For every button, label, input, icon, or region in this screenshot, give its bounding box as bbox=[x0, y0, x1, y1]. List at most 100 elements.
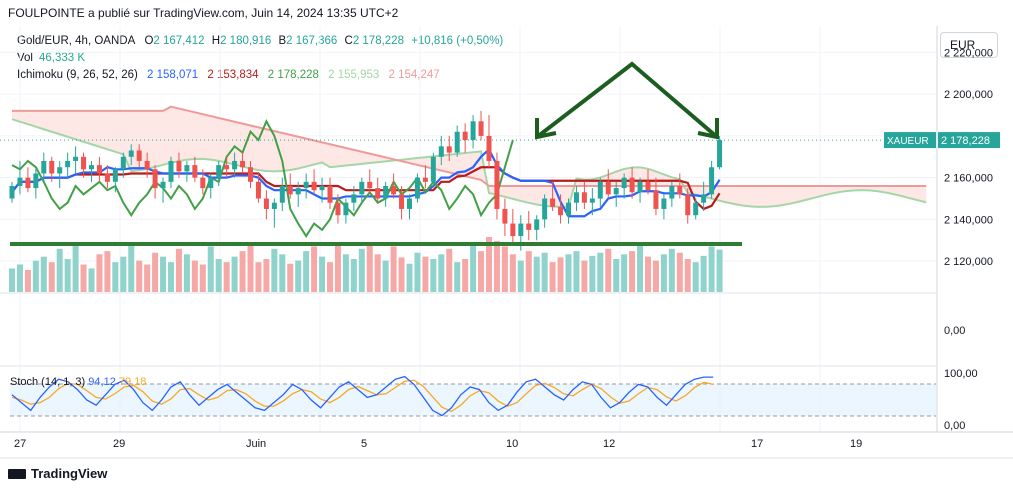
volume-bar bbox=[104, 251, 111, 292]
candle-body bbox=[295, 188, 301, 195]
candle-body bbox=[486, 135, 492, 161]
candle-body bbox=[613, 188, 619, 195]
ichimoku-legend[interactable]: Ichimoku (9, 26, 52, 26) 2 158,071 2 153… bbox=[17, 69, 446, 81]
candle-body bbox=[200, 177, 206, 189]
volume-bar bbox=[199, 264, 206, 292]
volume-bar bbox=[573, 251, 580, 292]
candle-body bbox=[216, 165, 222, 178]
volume-bar bbox=[16, 264, 23, 292]
stoch-k-value: 94,12 bbox=[88, 376, 116, 388]
volume-bar bbox=[56, 248, 63, 292]
arrow-head-left bbox=[535, 118, 557, 140]
candle-body bbox=[399, 194, 405, 209]
candle-body bbox=[518, 223, 524, 237]
arrow-head-right bbox=[697, 118, 719, 140]
volume-bar bbox=[541, 252, 548, 292]
stoch-legend[interactable]: Stoch (14, 1, 3) 94,12 79,18 bbox=[10, 376, 146, 388]
stoch-d-value: 79,18 bbox=[118, 376, 147, 388]
candle-body bbox=[494, 160, 500, 209]
chikou-line bbox=[11, 119, 514, 238]
volume-bar bbox=[136, 260, 143, 292]
candle-body bbox=[160, 181, 166, 189]
candle-body bbox=[478, 121, 484, 136]
volume-bar bbox=[668, 248, 675, 292]
candle-body bbox=[184, 165, 190, 172]
volume-bar bbox=[509, 254, 516, 292]
span-b-line bbox=[12, 105, 927, 187]
volume-bar bbox=[120, 256, 127, 292]
volume-bar bbox=[700, 255, 707, 292]
volume-bar bbox=[366, 243, 373, 292]
volume-bar bbox=[478, 251, 485, 292]
volume-bar bbox=[279, 254, 286, 292]
volume-bar bbox=[692, 262, 699, 292]
volume-bar bbox=[613, 259, 620, 292]
candle-body bbox=[526, 223, 532, 230]
candle-body bbox=[17, 177, 23, 186]
candle-body bbox=[65, 160, 71, 168]
volume-bar bbox=[72, 244, 79, 292]
tradingview-logo[interactable]: TradingView bbox=[8, 466, 107, 481]
candle-body bbox=[550, 198, 556, 207]
volume-bar bbox=[255, 262, 262, 292]
volume-bar bbox=[382, 260, 389, 292]
candle-body bbox=[144, 160, 150, 170]
span-b-value: 2 154,247 bbox=[388, 69, 440, 81]
date-tick-label: 10 bbox=[506, 438, 518, 450]
candle-body bbox=[232, 160, 238, 170]
volume-bar bbox=[645, 256, 651, 292]
volume-bar bbox=[239, 251, 246, 292]
volume-bar bbox=[350, 259, 357, 292]
volume-bar bbox=[517, 260, 524, 292]
volume-bar bbox=[295, 260, 302, 292]
volume-bar bbox=[557, 257, 564, 292]
ichimoku-label: Ichimoku (9, 26, 52, 26) bbox=[17, 69, 138, 81]
candle-body bbox=[677, 186, 683, 195]
candle-body bbox=[597, 181, 603, 199]
candle-body bbox=[303, 181, 309, 189]
volume-bar bbox=[168, 262, 174, 292]
volume-bar bbox=[96, 254, 103, 292]
candle-body bbox=[33, 173, 39, 189]
candle-body bbox=[446, 146, 452, 153]
currency-button[interactable]: EUR bbox=[940, 32, 998, 58]
candle-body bbox=[502, 208, 508, 224]
volume-bar bbox=[462, 259, 469, 292]
candle-body bbox=[542, 198, 548, 220]
candle-body bbox=[430, 156, 436, 182]
volume-bar bbox=[175, 248, 182, 292]
volume-bar bbox=[470, 244, 477, 292]
candle-body bbox=[255, 181, 261, 199]
volume-bar bbox=[708, 246, 715, 292]
volume-bar bbox=[486, 237, 492, 292]
candle-body bbox=[709, 167, 715, 195]
tenkan-value: 2 158,071 bbox=[147, 69, 199, 81]
price-tag-value: 2 178,228 bbox=[941, 135, 990, 147]
candle-body bbox=[152, 169, 158, 189]
candle-body bbox=[510, 223, 516, 237]
publisher-header: FOULPOINTE a publié sur TradingView.com,… bbox=[8, 6, 399, 20]
candle-body bbox=[208, 177, 214, 189]
stoch-tick-label: 100,00 bbox=[944, 368, 978, 380]
candle-body bbox=[57, 167, 63, 174]
symbol-name[interactable]: Gold/EUR, 4h, OANDA bbox=[17, 35, 136, 47]
candle-body bbox=[701, 194, 707, 203]
volume-legend[interactable]: Vol 46,333 K bbox=[17, 52, 91, 64]
volume-bar bbox=[660, 254, 667, 292]
volume-bar bbox=[334, 244, 341, 292]
volume-bar bbox=[454, 262, 461, 292]
volume-bar bbox=[128, 243, 135, 292]
stoch-tick-label: 0,00 bbox=[944, 420, 965, 432]
stoch-band bbox=[10, 384, 936, 416]
candle-body bbox=[661, 198, 667, 209]
candle-body bbox=[136, 150, 142, 161]
volume-bar bbox=[342, 254, 349, 292]
price-tick-label: 2 160,000 bbox=[944, 173, 993, 185]
volume-bar bbox=[80, 264, 87, 292]
price-tick-label: 2 180,000 bbox=[944, 131, 993, 143]
volume-bar bbox=[40, 256, 47, 292]
volume-bar bbox=[32, 260, 39, 292]
symbol-legend[interactable]: Gold/EUR, 4h, OANDA O2 167,412 H2 180,91… bbox=[17, 35, 515, 47]
candle-body bbox=[669, 186, 675, 199]
candle-body bbox=[717, 140, 723, 168]
